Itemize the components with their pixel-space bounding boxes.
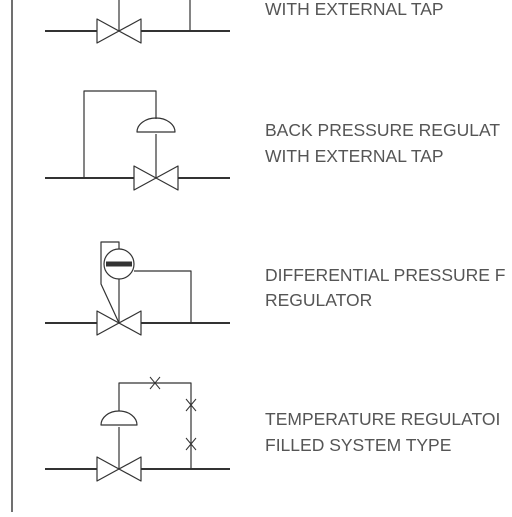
symbol-2-label-line-1: BACK PRESSURE REGULAT bbox=[265, 120, 500, 140]
symbol-2-back-pressure-regulator bbox=[45, 90, 230, 191]
symbol-1-label-line-1: WITH EXTERNAL TAP bbox=[265, 0, 444, 19]
symbol-4-temperature-regulator bbox=[45, 376, 230, 482]
symbol-2-label-line-2: WITH EXTERNAL TAP bbox=[265, 146, 444, 166]
symbol-3-differential-pressure-regulator bbox=[45, 241, 230, 336]
symbol-4-label-line-1: TEMPERATURE REGULATOI bbox=[265, 409, 500, 429]
valve-body-icon bbox=[96, 18, 142, 44]
external-tap-line bbox=[83, 90, 157, 178]
symbol-4-label-line-2: FILLED SYSTEM TYPE bbox=[265, 435, 451, 455]
downstream-sense-line bbox=[134, 270, 192, 323]
symbol-3-label-line-1: DIFFERENTIAL PRESSURE F bbox=[265, 265, 506, 285]
symbol-1-regulator-external-tap bbox=[45, 0, 230, 44]
filled-capillary-line bbox=[118, 382, 192, 469]
upstream-tap-housing bbox=[100, 241, 120, 324]
cross-mark-icon bbox=[185, 398, 197, 412]
diaphragm-actuator-icon bbox=[100, 410, 138, 426]
valve-body-icon bbox=[96, 456, 142, 482]
valve-body-icon bbox=[96, 310, 142, 336]
capillary-cross-marks bbox=[149, 376, 197, 451]
diaphragm-actuator-icon bbox=[136, 117, 176, 133]
cross-mark-icon bbox=[185, 437, 197, 451]
valve-body-icon bbox=[133, 165, 179, 191]
symbol-3-label-line-2: REGULATOR bbox=[265, 290, 372, 310]
cross-mark-icon bbox=[149, 376, 161, 390]
